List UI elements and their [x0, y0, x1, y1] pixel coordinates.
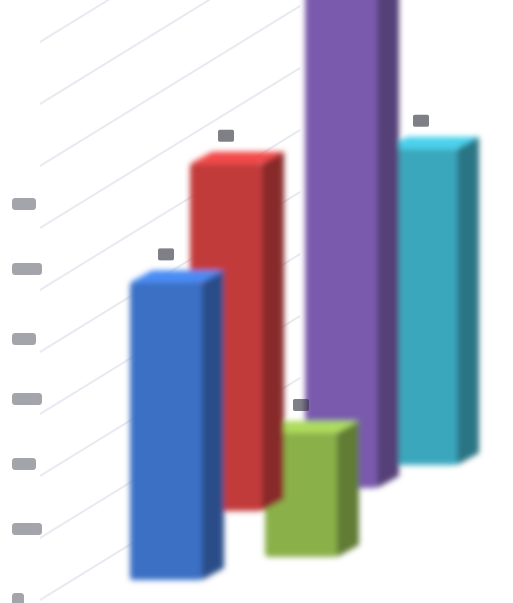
gridline: [39, 0, 211, 105]
bar-front: [385, 148, 457, 466]
y-tick-mark: [12, 523, 42, 535]
y-tick-mark: [12, 263, 42, 275]
bar-top: [385, 136, 479, 149]
gridline: [39, 5, 301, 167]
gridline: [39, 67, 301, 229]
y-tick-mark: [12, 393, 42, 405]
data-label-mark: [293, 399, 309, 411]
bar-top: [190, 151, 284, 164]
bar-side: [262, 151, 284, 512]
bar: [130, 270, 224, 580]
bar: [385, 136, 479, 466]
y-tick-mark: [12, 458, 36, 470]
data-labels: [158, 114, 429, 411]
bar-side: [202, 270, 224, 580]
bar-side: [337, 421, 359, 557]
data-label-mark: [218, 129, 234, 142]
gridline: [39, 0, 111, 43]
bar-side: [457, 136, 479, 466]
data-label-mark: [413, 114, 429, 127]
y-axis-ticks: [12, 198, 42, 603]
bar-front: [305, 0, 377, 488]
y-tick-mark: [12, 333, 36, 345]
bar-side: [377, 0, 399, 488]
bar-top: [130, 270, 224, 283]
data-label-mark: [158, 248, 174, 261]
bars: [130, 0, 479, 580]
bar-top: [265, 421, 359, 433]
bar: [305, 0, 399, 488]
y-tick-mark: [12, 198, 36, 210]
bar-front: [130, 282, 202, 580]
y-tick-mark: [12, 593, 24, 603]
